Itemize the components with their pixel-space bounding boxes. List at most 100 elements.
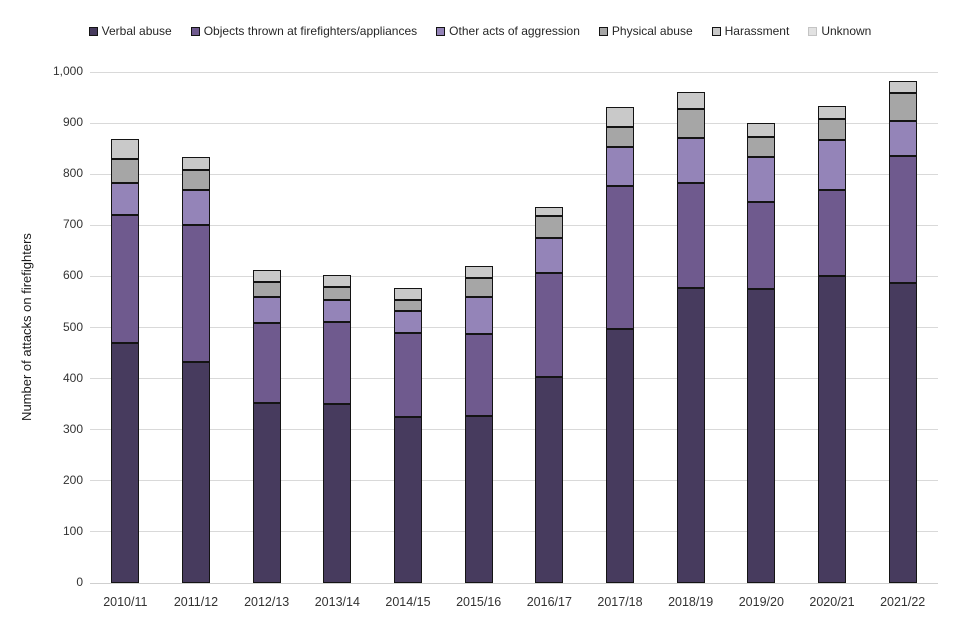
bar-segment bbox=[252, 296, 281, 324]
bar-segment bbox=[535, 207, 564, 217]
gridline bbox=[90, 275, 938, 277]
legend-label: Unknown bbox=[821, 24, 872, 38]
legend-item: Verbal abuse bbox=[88, 24, 172, 38]
bar-segment bbox=[323, 274, 352, 287]
y-tick-label: 800 bbox=[62, 166, 83, 181]
bar-segment bbox=[606, 106, 634, 128]
legend-label: Harassment bbox=[724, 24, 790, 38]
gridline bbox=[90, 582, 938, 584]
bar-segment bbox=[252, 269, 281, 282]
bar-segment bbox=[182, 189, 210, 225]
bar-segment bbox=[747, 123, 776, 137]
bar-segment bbox=[606, 185, 634, 330]
x-tick-label: 2011/12 bbox=[173, 595, 219, 609]
bar-segment bbox=[394, 299, 422, 311]
plot-area: 2010/11 2011/12 2012/13 2013/14 2014/15 2015/… bbox=[90, 71, 938, 609]
bar-segment bbox=[747, 201, 776, 290]
y-tick-label: 900 bbox=[62, 115, 83, 130]
chart-legend: Verbal abuse Objects thrown at firefighte… bbox=[0, 24, 960, 38]
bar-segment bbox=[606, 147, 634, 186]
legend-label: Physical abuse bbox=[611, 24, 693, 38]
gridline bbox=[90, 224, 938, 226]
x-tick-label: 2020/21 bbox=[809, 595, 855, 609]
bar-segment bbox=[747, 289, 776, 583]
x-tick-label: 2010/11 bbox=[103, 595, 148, 609]
legend-swatch-icon bbox=[88, 26, 98, 36]
bar-segment bbox=[676, 288, 705, 583]
gridline bbox=[90, 531, 938, 533]
gridline bbox=[90, 480, 938, 482]
gridline bbox=[90, 71, 938, 73]
bar-segment bbox=[606, 329, 634, 583]
x-tick-label: 2017/18 bbox=[597, 595, 643, 609]
y-tick-label: 0 bbox=[76, 575, 83, 589]
bar-segment bbox=[464, 416, 493, 583]
bar-segment bbox=[252, 323, 281, 404]
bar-segment bbox=[747, 157, 776, 202]
legend-item: Objects thrown at firefighters/appliance… bbox=[190, 24, 418, 38]
bar-segment bbox=[111, 183, 140, 215]
y-tick-label: 100 bbox=[62, 523, 83, 538]
bar-segment bbox=[535, 272, 564, 378]
bar-segment bbox=[394, 310, 422, 334]
bar-segment bbox=[182, 170, 210, 190]
bar-segment bbox=[394, 417, 422, 583]
x-tick-label: 2014/15 bbox=[385, 595, 431, 609]
bar-segment bbox=[323, 322, 352, 405]
bar-segment bbox=[888, 121, 917, 156]
gridline bbox=[90, 122, 938, 124]
bar-segment bbox=[111, 342, 140, 583]
bar-segment bbox=[182, 361, 210, 583]
bar-segment bbox=[464, 296, 493, 335]
bar-segment bbox=[888, 282, 917, 583]
bar-segment bbox=[464, 278, 493, 297]
bar-segment bbox=[888, 155, 917, 283]
gridline bbox=[90, 327, 938, 328]
y-tick-label: 1,000 bbox=[52, 64, 83, 78]
bar-segment bbox=[111, 158, 140, 184]
bar-segment bbox=[888, 92, 917, 122]
x-tick-label: 2019/20 bbox=[738, 595, 784, 609]
legend-swatch-icon bbox=[598, 26, 608, 36]
bar-segment bbox=[606, 127, 634, 148]
x-tick-label: 2021/22 bbox=[880, 595, 926, 609]
bar-segment bbox=[676, 91, 705, 110]
gridline bbox=[90, 173, 938, 175]
bar-segment bbox=[818, 190, 846, 276]
y-tick-label: 500 bbox=[62, 319, 83, 334]
bar-segment bbox=[747, 136, 776, 158]
legend-label: Other acts of aggression bbox=[449, 24, 580, 38]
bar-segment bbox=[535, 238, 564, 273]
bar-segment bbox=[323, 286, 352, 300]
bar-segment bbox=[252, 403, 281, 583]
bar-segment bbox=[394, 287, 422, 300]
bar-segment bbox=[182, 224, 210, 362]
gridline bbox=[90, 378, 938, 380]
bar-segment bbox=[676, 183, 705, 289]
bar-segment bbox=[818, 118, 846, 140]
legend-label: Objects thrown at firefighters/appliance… bbox=[203, 24, 418, 38]
bar-segment bbox=[676, 138, 705, 184]
gridline bbox=[90, 429, 938, 431]
bar-segment bbox=[535, 216, 564, 239]
x-tick-label: 2016/17 bbox=[526, 595, 572, 609]
y-tick-label: 300 bbox=[62, 421, 83, 436]
legend-label: Verbal abuse bbox=[101, 24, 172, 38]
y-tick-label: 600 bbox=[62, 268, 83, 283]
legend-swatch-icon bbox=[190, 26, 200, 36]
bar-segment bbox=[464, 266, 493, 279]
bar-segment bbox=[394, 333, 422, 418]
legend-item: Unknown bbox=[808, 24, 871, 38]
y-tick-label: 200 bbox=[62, 472, 83, 487]
x-tick-label: 2015/16 bbox=[456, 595, 502, 609]
bar-segment bbox=[818, 139, 846, 191]
y-tick-label: 400 bbox=[62, 370, 83, 385]
bar-segment bbox=[252, 281, 281, 297]
bar-segment bbox=[535, 377, 564, 583]
bar-segment bbox=[676, 109, 705, 139]
legend-swatch-icon bbox=[711, 26, 721, 36]
legend-swatch-icon bbox=[808, 26, 818, 36]
y-tick-label: 700 bbox=[62, 217, 83, 232]
legend-item: Other acts of aggression bbox=[436, 24, 580, 38]
